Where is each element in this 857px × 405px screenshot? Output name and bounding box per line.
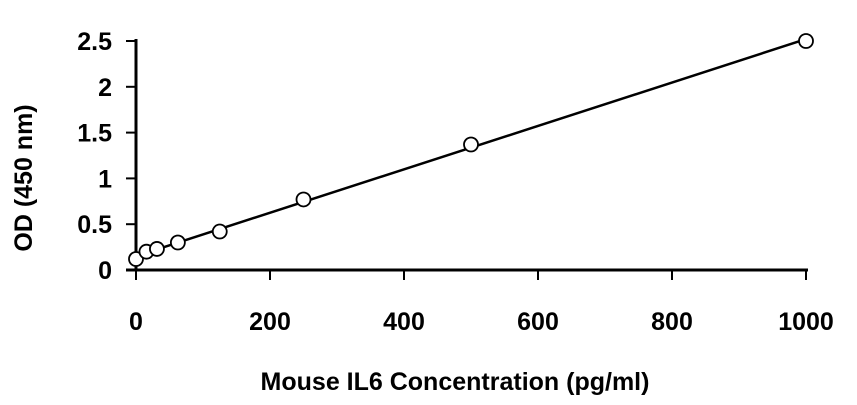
y-tick-label: 2 xyxy=(98,74,112,102)
x-tick-label: 0 xyxy=(129,308,143,336)
x-tick-label: 400 xyxy=(383,308,425,336)
x-tick-label: 1000 xyxy=(778,308,834,336)
data-point xyxy=(463,136,479,153)
data-point xyxy=(169,234,186,251)
data-point xyxy=(211,223,228,240)
data-point xyxy=(128,251,144,267)
y-tick-label: 0 xyxy=(98,257,112,285)
y-tick-label: 1 xyxy=(98,165,112,193)
x-tick-label: 800 xyxy=(651,308,693,336)
y-tick-label: 2.5 xyxy=(77,28,112,56)
y-tick-label: 0.5 xyxy=(77,211,112,239)
y-tick-label: 1.5 xyxy=(77,120,112,148)
x-axis-title: Mouse IL6 Concentration (pg/ml) xyxy=(261,368,650,396)
x-tick-label: 600 xyxy=(517,308,559,336)
x-tick-label: 200 xyxy=(249,308,291,336)
data-point xyxy=(798,33,814,49)
data-point xyxy=(295,191,312,208)
y-axis-title: OD (450 nm) xyxy=(10,104,38,251)
data-point xyxy=(149,241,165,257)
